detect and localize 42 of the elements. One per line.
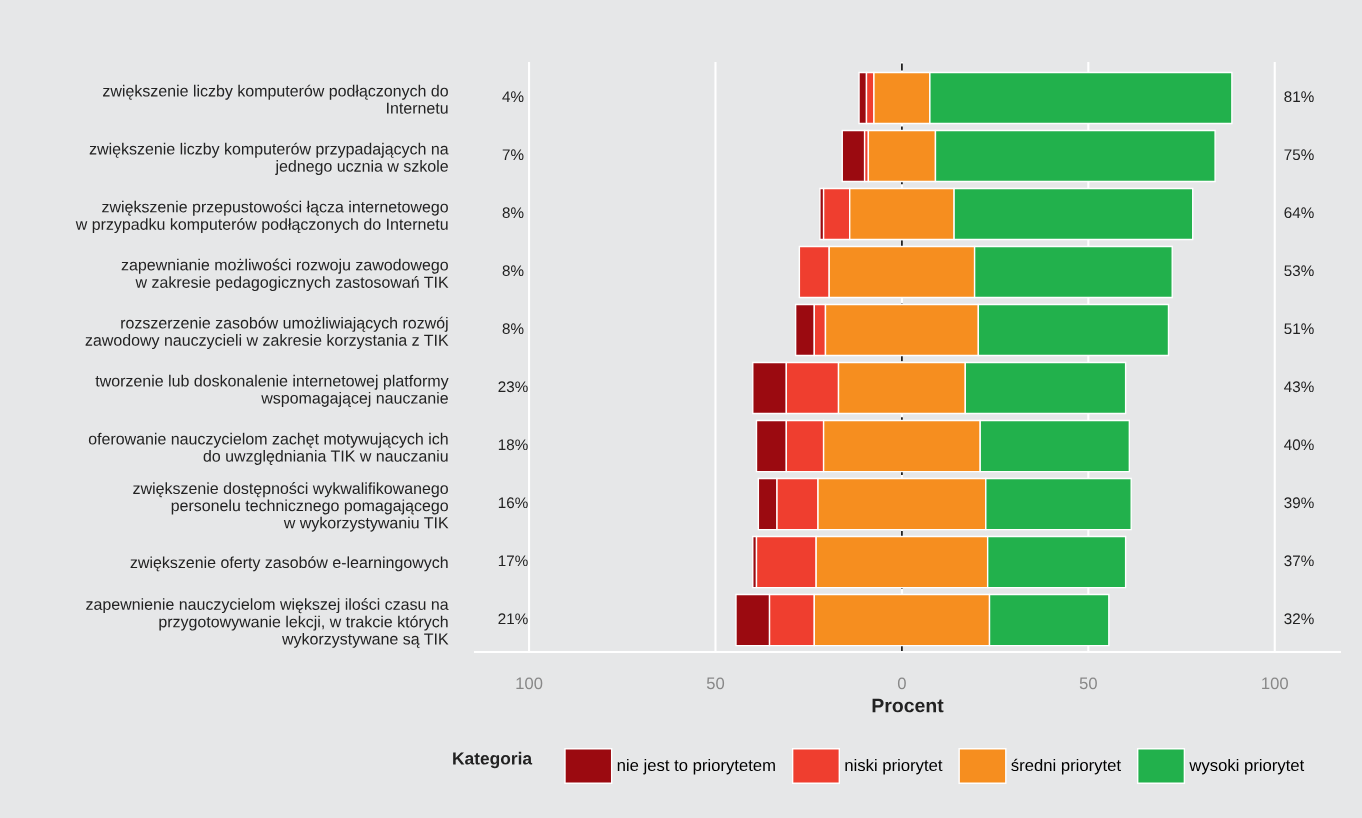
annotation: 4%: [502, 91, 524, 103]
annotation: 43%: [1284, 381, 1314, 393]
annotation: 7%: [502, 149, 524, 161]
annotation: 17%: [498, 555, 528, 567]
y-tick-label: zapewnienie nauczycielom większej ilości czasu na przygotowywanie lekcji, w trakcie których wykorzystywane są TIK: [86, 598, 449, 648]
annotation: 8%: [502, 323, 524, 335]
annotation: 81%: [1284, 91, 1314, 103]
annotation: 8%: [502, 265, 524, 277]
annotation: 21%: [498, 613, 528, 625]
x-tick-label: 50: [706, 677, 725, 690]
legend-title: Kategoria: [453, 751, 533, 769]
y-tick-label: rozszerzenie zasobów umożliwiających rozwój zawodowy nauczycieli w zakresie korzystania z TIK: [85, 316, 449, 349]
y-tick-label: zwiększenie liczby komputerów przypadających na jednego ucznia w szkole: [89, 142, 449, 175]
annotation: 32%: [1284, 613, 1314, 625]
y-tick-label: zwiększenie dostępności wykwalifikowanego personelu technicznego pomagającego w wykorzystywaniu TIK: [133, 482, 449, 532]
annotation: 16%: [498, 497, 528, 509]
legend-label: nie jest to priorytetem: [617, 758, 775, 775]
y-tick-label: zwiększenie przepustowości łącza internetowego w przypadku komputerów podłączonych do Internetu: [75, 200, 448, 234]
y-tick-label: oferowanie nauczycielom zachęt motywujących ich do uwzględniania TIK w nauczaniu: [88, 432, 448, 465]
x-axis-title: Procent: [872, 698, 944, 713]
annotation: 64%: [1284, 207, 1314, 219]
x-tick-label: 0: [897, 677, 906, 690]
annotation: 8%: [502, 207, 524, 219]
y-tick-label: zapewnianie możliwości rozwoju zawodowego w zakresie pedagogicznych zastosowań TIK: [121, 258, 449, 292]
x-tick-label: 100: [516, 677, 543, 690]
bar: [841, 129, 866, 183]
annotation: 75%: [1284, 149, 1314, 161]
x-tick-label: 50: [1079, 677, 1097, 690]
y-tick-label: tworzenie lub doskonalenie internetowej platformy wspomagającej nauczanie: [95, 374, 449, 407]
annotation: 51%: [1284, 323, 1314, 335]
annotation: 40%: [1284, 439, 1314, 451]
legend-label: niski priorytet: [845, 758, 943, 775]
x-tick-label: 100: [1262, 677, 1289, 690]
legend-label: średni priorytet: [1011, 758, 1121, 775]
annotation: 53%: [1284, 265, 1314, 277]
legend-label: wysoki priorytet: [1189, 758, 1305, 775]
y-tick-label: zwiększenie oferty zasobów e-learningowych: [130, 556, 448, 572]
annotation: 18%: [498, 439, 528, 451]
annotation: 37%: [1284, 555, 1314, 567]
annotation: 23%: [498, 381, 528, 393]
annotation: 39%: [1284, 497, 1314, 509]
y-tick-label: zwiększenie liczby komputerów podłączonych do Internetu: [103, 84, 448, 114]
